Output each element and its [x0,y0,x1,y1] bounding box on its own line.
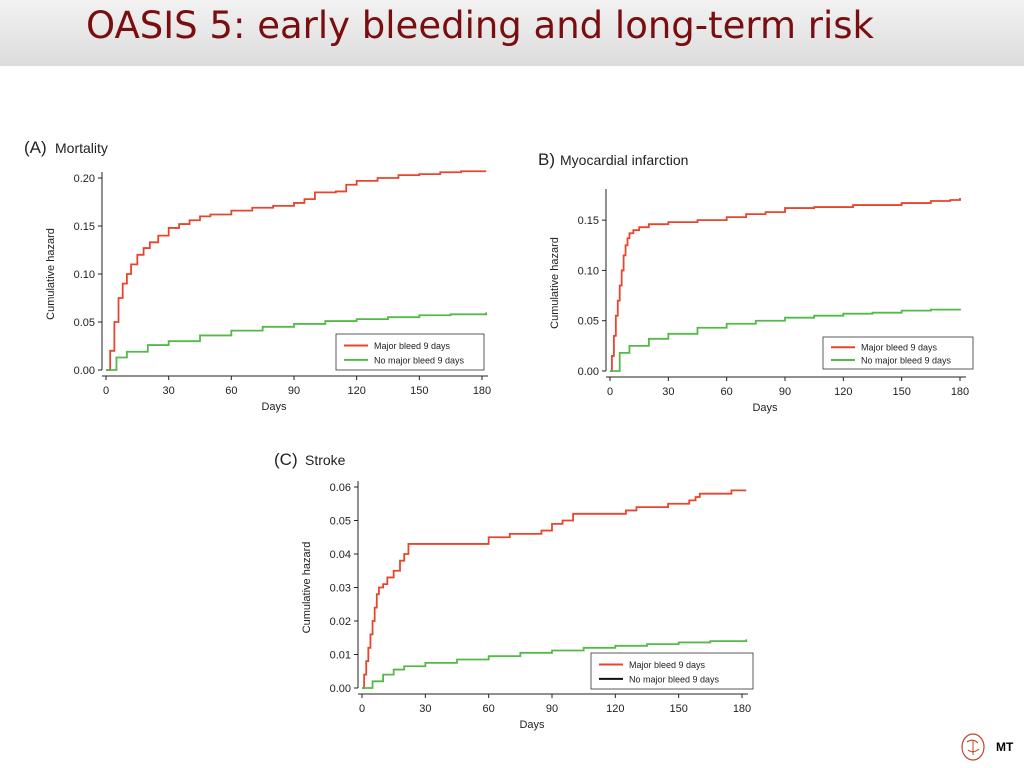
legend-label: Major bleed 9 days [861,343,938,353]
y-axis-label: Cumulative hazard [301,542,313,634]
x-tick-label: 0 [103,385,109,397]
x-tick-label: 180 [473,385,491,397]
legend-box [822,336,974,370]
x-tick-label: 30 [419,703,431,715]
y-tick-label: 0.00 [74,365,95,377]
legend-label: No major bleed 9 days [629,674,720,684]
y-tick-label: 0.00 [330,683,351,695]
x-tick-label: 60 [483,703,495,715]
y-tick-label: 0.02 [330,616,351,628]
y-tick-label: 0.10 [74,269,95,281]
chart-panel-stroke: (C) Stroke 0.00 0.01 0.02 0.03 0.04 0.05 0.06 0 30… [274,450,754,731]
x-tick-label: 60 [225,385,237,397]
x-tick-label: 120 [347,385,365,397]
logo-icon [961,733,985,761]
y-tick-label: 0.06 [330,482,351,494]
series-line-no-major-bleed [106,312,488,371]
y-tick-label: 0.05 [330,516,351,528]
x-tick-label: 30 [662,386,674,398]
x-axis-label: Days [519,719,545,731]
y-tick-label: 0.04 [330,549,351,561]
legend-label: Major bleed 9 days [374,341,451,351]
x-tick-label: 0 [607,386,613,398]
legend-box [590,652,754,690]
y-tick-label: 0.05 [578,316,599,328]
series-line-major-bleed [362,489,747,689]
y-axis-label: Cumulative hazard [549,237,561,329]
y-tick-label: 0.15 [578,215,599,227]
x-tick-label: 120 [834,386,852,398]
x-tick-label: 150 [892,386,910,398]
y-tick-label: 0.01 [330,650,351,662]
panel-letter: (C) [274,450,298,469]
panel-letter: B) [538,150,555,169]
slide-title: OASIS 5: early bleeding and long-term ri… [86,4,874,47]
legend-label: No major bleed 9 days [374,355,465,365]
x-tick-label: 120 [606,703,624,715]
panel-title: Mortality [55,140,108,156]
legend-label: No major bleed 9 days [861,356,952,366]
series-line-major-bleed [106,170,487,371]
x-tick-label: 90 [779,386,791,398]
x-tick-label: 30 [163,385,175,397]
series-line-no-major-bleed [362,639,748,689]
x-axis-label: Days [261,401,287,413]
legend-box [335,333,485,371]
panel-letter: (A) [24,138,47,157]
y-tick-label: 0.20 [74,173,95,185]
x-tick-label: 0 [359,703,365,715]
x-tick-label: 60 [721,386,733,398]
legend-label: Major bleed 9 days [629,660,706,670]
chart-panel-mortality: (A) Mortality 0.00 0.05 0.10 0.15 0.20 0 30 60 90 1… [24,138,491,413]
panel-title: Stroke [305,452,346,468]
footer-initials: MT [996,740,1014,754]
y-tick-label: 0.00 [578,366,599,378]
panel-title: Myocardial infarction [560,152,688,168]
x-tick-label: 150 [410,385,428,397]
y-tick-label: 0.15 [74,221,95,233]
y-axis-label: Cumulative hazard [45,228,57,320]
x-tick-label: 180 [733,703,751,715]
series-line-major-bleed [610,198,961,372]
series-line-no-major-bleed [610,308,961,372]
y-tick-label: 0.10 [578,265,599,277]
chart-panel-myocardial-infarction: B) Myocardial infarction 0.00 0.05 0.10 0.15 0… [538,150,974,414]
y-tick-label: 0.05 [74,317,95,329]
x-tick-label: 90 [288,385,300,397]
x-tick-label: 150 [669,703,687,715]
x-tick-label: 180 [951,386,969,398]
slide-title-bar: OASIS 5: early bleeding and long-term ri… [0,0,1024,66]
x-tick-label: 90 [546,703,558,715]
x-axis-label: Days [752,402,778,414]
y-tick-label: 0.03 [330,583,351,595]
